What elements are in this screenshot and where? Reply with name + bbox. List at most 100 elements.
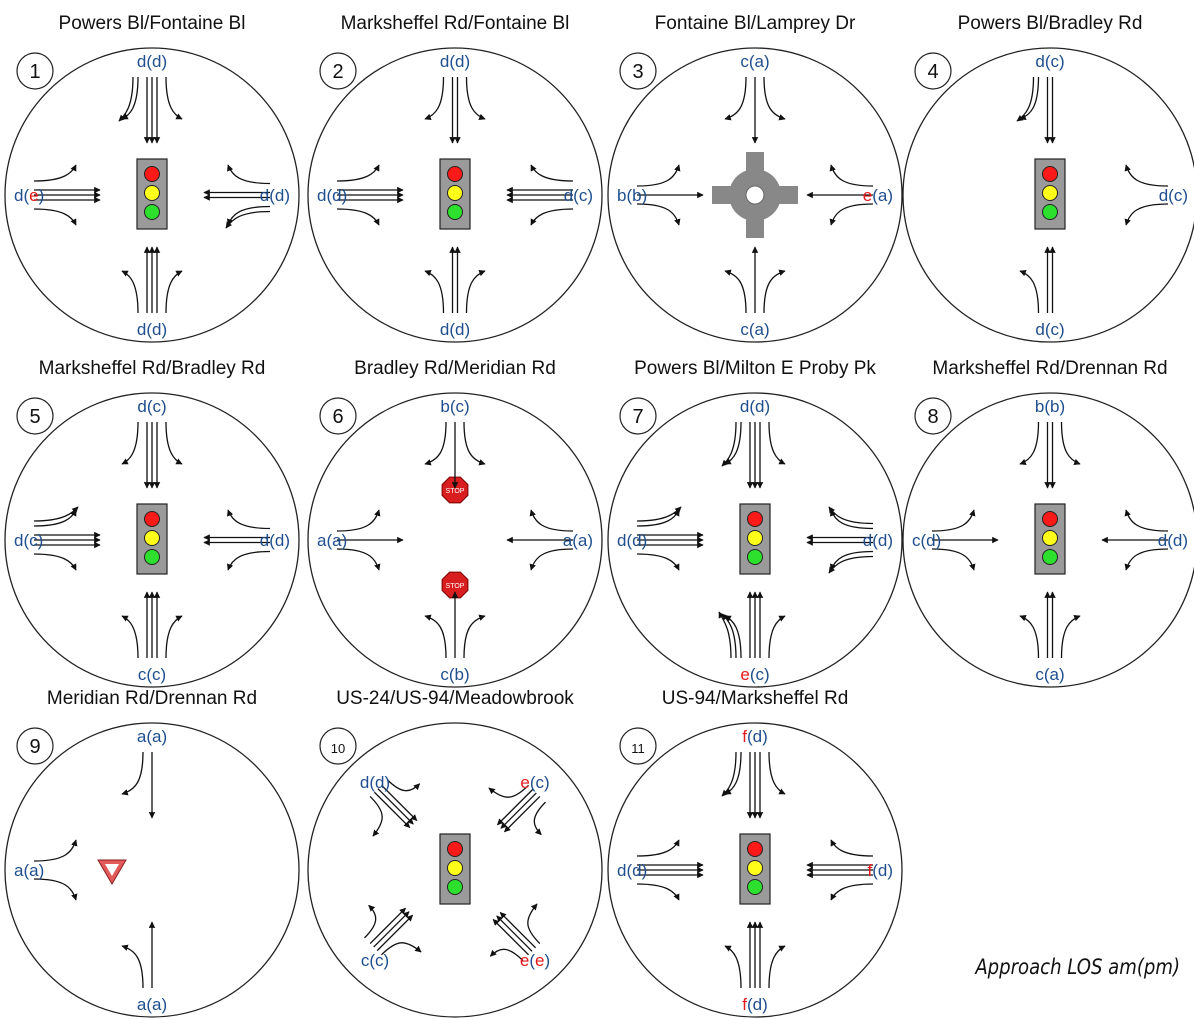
right-turn-arrow	[465, 270, 486, 314]
left-turn-arrow	[165, 421, 183, 465]
approach-los-label: a(a)	[137, 995, 167, 1014]
right-turn-arrow	[424, 421, 447, 466]
left-turn-arrow	[768, 751, 786, 795]
north-approach-arrows	[724, 76, 786, 144]
approach-los-label: d(d)	[740, 397, 770, 416]
through-lane-arrow	[376, 914, 414, 952]
right-turn-arrow	[636, 553, 680, 571]
left-turn-arrow	[489, 948, 524, 961]
approach-los-label: f(d)	[867, 861, 893, 880]
west-approach-arrows	[336, 509, 404, 571]
south-approach-arrows	[724, 246, 786, 314]
intersection-1: Powers Bl/Fontaine Bl 1 d(d) d(d) d(e) d(d)	[4, 13, 300, 343]
intersection-title: Powers Bl/Fontaine Bl	[59, 13, 246, 34]
left-turn-arrow	[1019, 270, 1040, 314]
approach-los-label: d(c)	[14, 531, 43, 550]
intersection-number-badge	[16, 397, 54, 435]
approach-los-label: c(d)	[912, 531, 941, 550]
intersection-number: 3	[632, 61, 643, 83]
left-turn-arrow	[165, 76, 183, 120]
traffic-signal-icon	[739, 503, 771, 575]
west-approach-arrows	[636, 506, 704, 571]
intersection-title: Bradley Rd/Meridian Rd	[354, 358, 556, 379]
south-approach-arrows	[1019, 591, 1081, 659]
approach-los-label: d(d)	[137, 320, 167, 339]
south-approach-arrows	[1019, 246, 1056, 314]
approach-los-label: c(a)	[1035, 665, 1064, 684]
left-turn-arrow	[336, 509, 381, 532]
traffic-signal-icon	[1034, 158, 1066, 230]
intersection-5: Marksheffel Rd/Bradley Rd 5 d(c) c(c) d(c) d(…	[4, 358, 300, 688]
right-turn-arrow	[1060, 615, 1081, 659]
intersection-8: Marksheffel Rd/Drennan Rd 8 b(b) c(a) c(d) d(…	[902, 358, 1194, 688]
right-turn-arrow	[227, 509, 271, 530]
approach-los-label: d(d)	[137, 52, 167, 71]
intersection-title: US-94/Marksheffel Rd	[662, 688, 849, 709]
left-turn-arrow	[465, 76, 486, 120]
east-approach-arrows	[1124, 164, 1169, 226]
east-approach-arrows	[1101, 509, 1169, 571]
approach-los-label: d(c)	[137, 397, 166, 416]
east-approach-arrows	[203, 509, 271, 571]
left-turn-arrow	[763, 76, 786, 121]
east-approach-arrows	[806, 164, 874, 226]
left-turn-arrow	[636, 164, 681, 187]
intersection-number-badge	[16, 52, 54, 90]
intersection-title: Marksheffel Rd/Bradley Rd	[39, 358, 266, 379]
east-approach-arrows	[203, 164, 271, 229]
left-turn-arrow	[724, 945, 742, 989]
right-turn-arrow	[1124, 164, 1169, 187]
approach-los-label: d(e)	[14, 186, 44, 205]
intersection-number-badge	[619, 52, 657, 90]
right-turn-arrow	[530, 164, 574, 182]
approach-los-label: d(d)	[317, 186, 347, 205]
left-turn-arrow	[463, 421, 486, 466]
intersection-title: Powers Bl/Bradley Rd	[958, 13, 1143, 34]
roundabout-icon	[712, 152, 798, 238]
right-turn-arrow	[636, 203, 681, 226]
intersection-number: 4	[927, 61, 938, 83]
right-turn-arrow	[768, 615, 786, 659]
approach-los-label: c(c)	[361, 951, 389, 970]
left-turn-arrow	[636, 839, 680, 857]
traffic-signal-icon	[136, 158, 168, 230]
left-turn-arrow	[33, 164, 77, 182]
intersection-number-badge	[914, 397, 952, 435]
through-lane-arrow	[381, 784, 418, 821]
through-lane-arrow	[496, 915, 533, 952]
yield-sign-icon	[97, 859, 127, 885]
approach-los-label: c(b)	[440, 665, 469, 684]
intersection-7: Powers Bl/Milton E Proby Pk 7 d(d) e(c) d(d)…	[607, 358, 903, 688]
approach-los-label: d(d)	[440, 52, 470, 71]
intersection-circle	[4, 722, 300, 1018]
approach-los-label: b(b)	[1035, 397, 1065, 416]
approach-los-label: e(a)	[863, 186, 893, 205]
north-approach-arrows	[121, 421, 183, 489]
left-turn-arrow	[336, 164, 380, 182]
through-lane-arrow	[496, 788, 534, 826]
intersection-number: 11	[631, 741, 645, 756]
traffic-signal-icon	[739, 833, 771, 905]
intersection-title: Marksheffel Rd/Drennan Rd	[932, 358, 1167, 379]
right-turn-arrow	[768, 945, 786, 989]
right-turn-arrow	[424, 76, 445, 120]
right-turn-arrow	[830, 839, 874, 857]
east-approach-arrows	[506, 164, 574, 226]
intersection-title: Marksheffel Rd/Fontaine Bl	[341, 13, 570, 34]
south-approach-arrows	[121, 921, 156, 989]
intersection-number: 8	[927, 406, 938, 428]
north-approach-arrows	[721, 751, 786, 819]
stop-sign-icon: STOP	[441, 476, 469, 504]
traffic-signal-icon	[136, 503, 168, 575]
left-turn-arrow	[829, 203, 874, 226]
north-approach-arrows	[121, 751, 156, 819]
intersection-number-badge	[319, 52, 357, 90]
intersection-number-badge	[319, 397, 357, 435]
left-turn-arrow	[364, 904, 377, 939]
north-approach-arrows	[424, 421, 486, 489]
right-turn-arrow	[488, 784, 529, 798]
left-turn-arrow	[830, 883, 874, 901]
through-lane-arrow	[373, 791, 411, 829]
intersection-number: 10	[331, 741, 345, 756]
